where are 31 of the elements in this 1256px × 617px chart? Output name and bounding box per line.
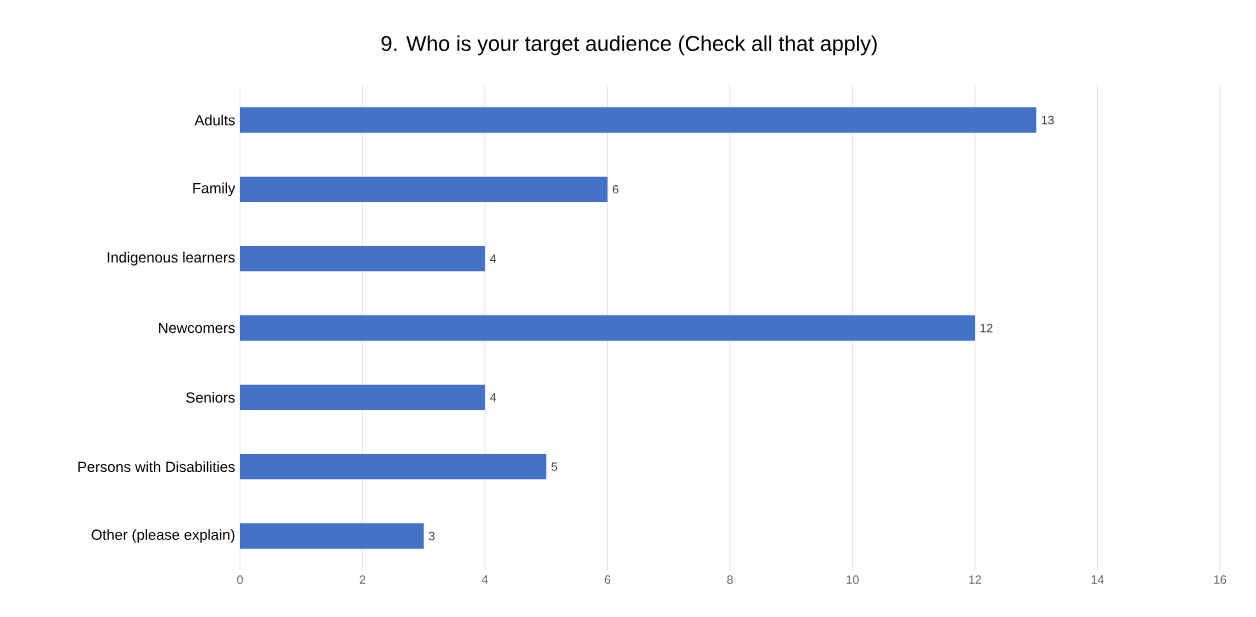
y-tick-label: Family [193,182,236,197]
data-label: 12 [980,323,993,333]
x-tick-label: 10 [846,575,859,584]
x-tick-label: 0 [237,575,243,584]
data-label: 13 [1041,115,1054,125]
y-tick-label: Other (please explain) [91,529,235,543]
y-tick-label: Indigenous learners [107,251,235,266]
bar [240,453,547,480]
data-label: 6 [612,184,619,194]
x-tick-label: 12 [969,575,982,584]
bar [240,245,486,272]
data-label: 4 [489,254,497,263]
bar [240,176,608,202]
x-tick-label: 4 [481,575,488,584]
x-tick-label: 14 [1091,575,1104,584]
x-tick-label: 8 [727,575,733,584]
bar [240,384,486,410]
x-tick-label: 16 [1214,575,1227,584]
bar [240,315,976,341]
y-tick-label: Newcomers [159,322,235,333]
data-label: 4 [489,393,497,402]
data-label: 3 [428,531,435,541]
data-label: 5 [551,462,558,471]
bar [240,523,424,549]
y-tick-label: Persons with Disabilities [78,461,235,472]
y-tick-label: Adults [194,114,235,126]
y-tick-label: Seniors [186,391,235,403]
bar [240,107,1037,133]
x-tick-label: 2 [359,575,366,584]
x-tick-label: 6 [604,575,611,584]
chart-title: 9. Who is your target audience (Check all that apply) [381,35,877,56]
